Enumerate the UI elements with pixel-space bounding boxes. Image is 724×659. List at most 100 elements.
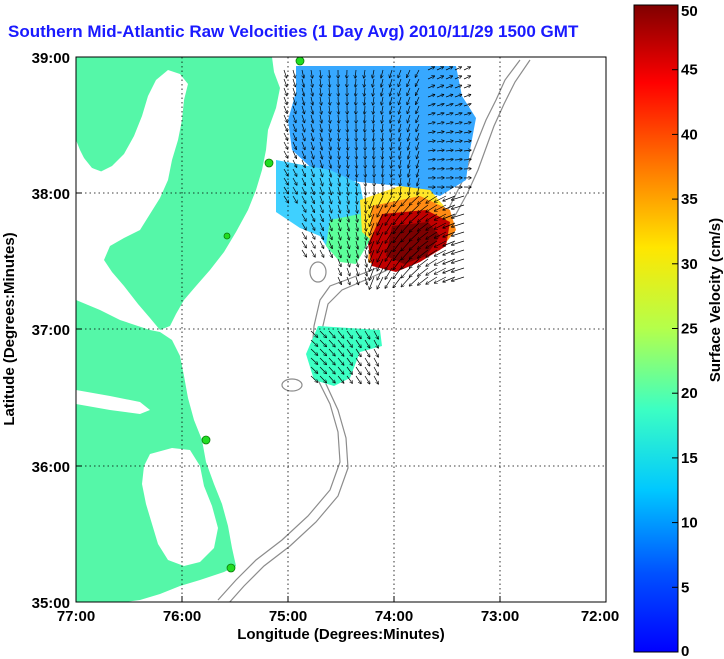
velocity-arrow-icon <box>390 87 393 96</box>
velocity-arrow-icon <box>398 78 402 87</box>
velocity-arrow-icon <box>408 141 411 150</box>
velocity-arrow-icon <box>328 357 335 365</box>
velocity-arrow-icon <box>283 114 287 122</box>
velocity-arrow-icon <box>355 348 361 357</box>
velocity-arrow-icon <box>311 87 313 96</box>
velocity-arrow-icon <box>410 204 420 214</box>
velocity-arrows <box>283 67 471 384</box>
velocity-arrow-icon <box>383 168 384 177</box>
velocity-arrow-icon <box>347 195 349 204</box>
velocity-arrow-icon <box>390 123 392 132</box>
velocity-arrow-icon <box>337 330 344 338</box>
velocity-arrow-icon <box>365 204 366 213</box>
velocity-arrow-icon <box>310 357 318 364</box>
velocity-arrow-icon <box>410 222 420 232</box>
velocity-arrow-icon <box>347 141 348 150</box>
y-tick-label: 35:00 <box>32 595 70 612</box>
velocity-arrow-icon <box>292 177 297 185</box>
velocity-arrow-icon <box>292 105 296 114</box>
velocity-arrow-icon <box>445 104 453 106</box>
velocity-arrow-icon <box>320 78 321 87</box>
velocity-arrow-icon <box>373 348 378 357</box>
velocity-arrow-icon <box>301 195 306 203</box>
velocity-arrow-icon <box>391 159 392 168</box>
velocity-arrow-icon <box>418 195 429 204</box>
velocity-arrow-icon <box>435 249 447 256</box>
velocity-arrow-icon <box>337 258 341 266</box>
colorbar-tick-label: 30 <box>681 256 698 273</box>
velocity-arrow-icon <box>337 213 340 222</box>
velocity-arrow-icon <box>418 267 429 276</box>
colorbar-tick-label: 50 <box>681 3 698 20</box>
velocity-arrow-icon <box>426 240 438 248</box>
velocity-arrow-icon <box>347 159 348 168</box>
velocity-arrow-icon <box>346 267 350 276</box>
velocity-arrow-icon <box>283 132 288 140</box>
velocity-arrow-icon <box>319 204 323 212</box>
velocity-arrow-icon <box>310 366 318 373</box>
velocity-arrow-icon <box>401 204 411 215</box>
velocity-arrow-icon <box>319 339 326 347</box>
velocity-arrow-icon <box>436 104 444 106</box>
y-tick-label: 39:00 <box>32 50 70 67</box>
velocity-arrow-icon <box>292 114 296 123</box>
velocity-arrow-icon <box>310 339 318 346</box>
velocity-arrow-icon <box>408 150 410 159</box>
velocity-arrow-icon <box>328 213 332 222</box>
velocity-arrow-icon <box>292 132 296 140</box>
velocity-arrow-icon <box>436 85 444 89</box>
velocity-arrow-icon <box>292 96 296 105</box>
velocity-arrow-icon <box>346 240 349 249</box>
velocity-arrow-icon <box>338 150 339 159</box>
hf-radar-station-icon <box>226 563 236 573</box>
velocity-arrow-icon <box>417 150 420 159</box>
velocity-arrow-icon <box>445 159 453 160</box>
velocity-arrow-icon <box>329 105 330 114</box>
velocity-arrow-icon <box>310 150 314 159</box>
velocity-arrow-icon <box>407 87 411 95</box>
velocity-arrow-icon <box>401 195 411 206</box>
velocity-arrow-icon <box>346 249 350 258</box>
velocity-arrow-icon <box>283 141 288 149</box>
velocity-arrow-icon <box>401 276 411 287</box>
velocity-arrow-icon <box>319 195 323 204</box>
velocity-arrow-icon <box>283 87 287 96</box>
x-tick-label: 77:00 <box>57 608 95 625</box>
velocity-arrow-icon <box>328 168 331 177</box>
velocity-arrow-icon <box>435 258 447 265</box>
velocity-arrow-icon <box>301 132 305 141</box>
velocity-arrow-icon <box>390 105 392 114</box>
velocity-arrow-icon <box>443 222 456 228</box>
velocity-arrow-icon <box>292 150 296 158</box>
velocity-arrow-icon <box>436 76 443 80</box>
velocity-arrow-icon <box>427 104 435 106</box>
velocity-arrow-icon <box>373 366 378 375</box>
velocity-arrow-icon <box>364 330 370 339</box>
velocity-arrow-icon <box>369 222 375 235</box>
velocity-arrow-icon <box>373 96 374 105</box>
velocity-arrow-icon <box>355 366 361 375</box>
velocity-arrow-icon <box>373 132 374 141</box>
velocity-arrow-icon <box>301 150 305 158</box>
velocity-arrow-icon <box>400 177 401 186</box>
velocity-arrow-icon <box>355 375 361 384</box>
velocity-arrow-icon <box>328 186 331 195</box>
land-area <box>76 57 280 330</box>
velocity-arrow-icon <box>393 195 402 206</box>
velocity-arrow-icon <box>391 186 392 195</box>
velocity-arrow-icon <box>356 213 358 222</box>
velocity-arrow-icon <box>445 122 453 124</box>
velocity-arrow-icon <box>391 177 392 186</box>
velocity-arrow-icon <box>454 95 462 98</box>
velocity-arrow-icon <box>337 375 344 383</box>
velocity-arrow-icon <box>292 159 297 167</box>
velocity-arrow-icon <box>399 123 401 132</box>
velocity-arrow-icon <box>369 267 375 280</box>
velocity-arrow-icon <box>410 240 420 250</box>
velocity-arrow-icon <box>452 249 465 254</box>
velocity-arrow-icon <box>401 231 411 242</box>
velocity-arrow-icon <box>292 78 295 87</box>
hf-radar-station-icon <box>201 435 211 445</box>
velocity-arrow-icon <box>338 177 340 186</box>
velocity-arrow-icon <box>356 168 357 177</box>
